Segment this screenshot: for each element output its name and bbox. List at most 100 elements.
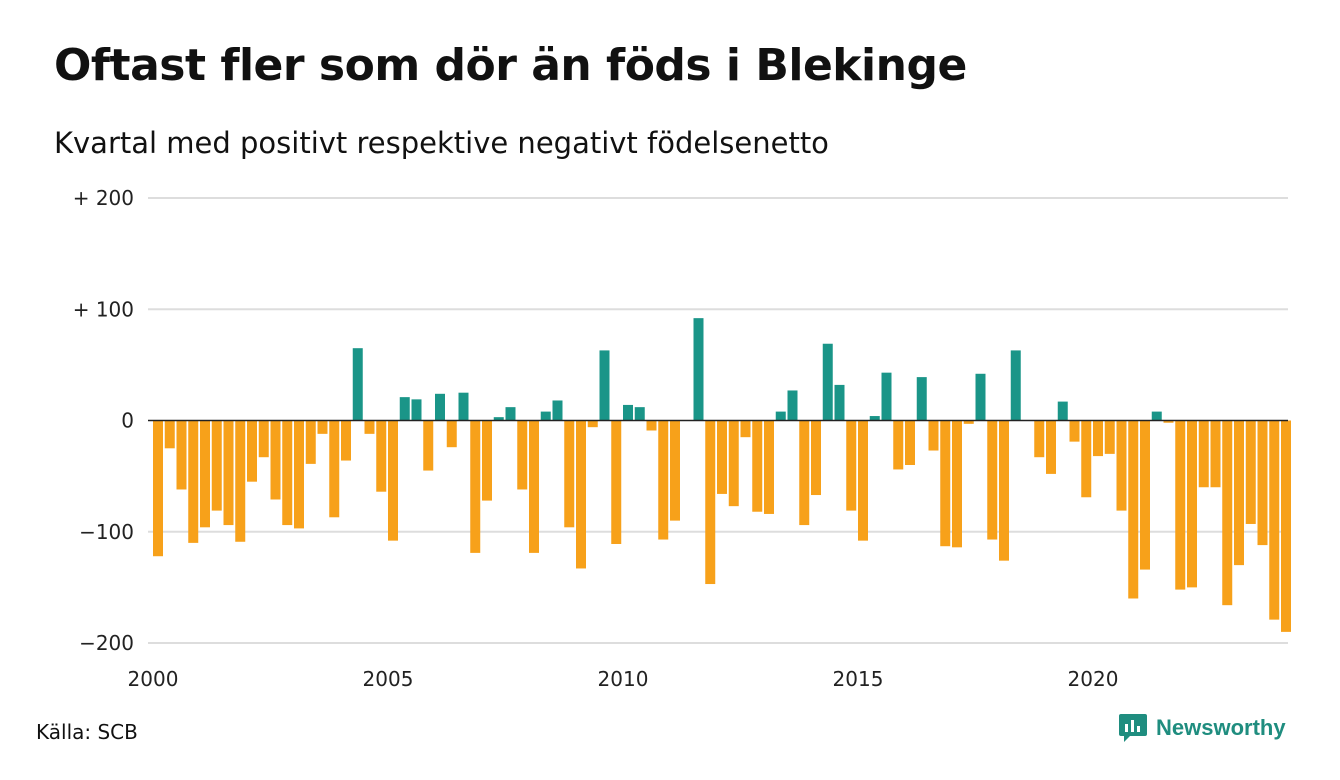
bar-negative <box>1257 420 1268 546</box>
bar-negative <box>799 420 810 526</box>
bar-negative <box>176 420 187 490</box>
bar-negative <box>446 420 457 448</box>
bar-negative <box>305 420 316 464</box>
bar-positive <box>787 390 798 421</box>
bar-positive <box>493 417 504 421</box>
bar-negative <box>717 420 727 494</box>
bar-negative <box>470 420 481 553</box>
bar-negative <box>200 420 210 528</box>
bar-negative <box>1140 420 1150 570</box>
bar-negative <box>364 420 375 434</box>
bar-positive <box>599 350 610 421</box>
bar-negative <box>999 420 1009 561</box>
newsworthy-logo-icon <box>1119 714 1147 742</box>
bar-negative <box>1093 420 1103 457</box>
chart-title: Oftast fler som dör än föds i Blekinge <box>54 40 967 91</box>
bar-negative <box>1081 420 1092 498</box>
bar-negative <box>1222 420 1233 606</box>
bar-negative <box>728 420 739 507</box>
y-tick-label: −100 <box>79 520 134 544</box>
bar-negative <box>235 420 246 542</box>
bar-negative <box>858 420 868 541</box>
bar-negative <box>247 420 257 482</box>
brand-name: Newsworthy <box>1156 715 1286 740</box>
bar-negative <box>564 420 575 528</box>
bar-positive <box>1057 401 1068 421</box>
bar-negative <box>952 420 962 548</box>
bar-negative <box>1198 420 1209 488</box>
bar-negative <box>1163 420 1174 423</box>
bar-negative <box>317 420 328 434</box>
bars <box>153 318 1291 632</box>
x-tick-label: 2000 <box>128 667 179 691</box>
bar-negative <box>1234 420 1244 566</box>
bar-negative <box>1175 420 1186 590</box>
x-tick-label: 2010 <box>598 667 649 691</box>
bar-negative <box>1281 420 1291 632</box>
source-note: Källa: SCB <box>36 720 138 744</box>
bar-negative <box>987 420 998 540</box>
bar-negative <box>646 420 657 431</box>
bar-negative <box>811 420 821 496</box>
bar-positive <box>1151 411 1162 421</box>
bar-positive <box>399 397 410 421</box>
bar-negative <box>376 420 387 492</box>
bar-positive <box>435 393 445 421</box>
bar-positive <box>775 411 786 421</box>
bar-negative <box>1210 420 1221 488</box>
bar-negative <box>1269 420 1280 620</box>
grid-lines <box>148 197 1288 644</box>
bar-negative <box>529 420 539 553</box>
bar-positive <box>834 384 845 421</box>
y-tick-label: + 200 <box>73 186 134 210</box>
bar-negative <box>705 420 716 585</box>
bar-negative <box>846 420 857 511</box>
y-tick-label: 0 <box>121 409 134 433</box>
bar-negative <box>423 420 434 471</box>
brand-logo[interactable]: Newsworthy <box>1118 712 1286 744</box>
bar-negative <box>164 420 175 449</box>
bar-positive <box>975 373 986 421</box>
bar-positive <box>458 392 469 421</box>
bar-positive <box>552 400 563 421</box>
bar-negative <box>153 420 163 557</box>
bar-negative <box>1116 420 1127 511</box>
bar-negative <box>576 420 586 569</box>
bar-negative <box>1034 420 1045 458</box>
bar-negative <box>188 420 199 543</box>
bar-negative <box>893 420 904 470</box>
bar-positive <box>1010 350 1021 421</box>
bar-positive <box>352 348 363 421</box>
bar-negative <box>670 420 680 521</box>
bar-negative <box>341 420 351 461</box>
bar-negative <box>928 420 939 451</box>
bar-negative <box>211 420 222 511</box>
bar-negative <box>270 420 281 500</box>
bar-positive <box>916 377 927 421</box>
bar-negative <box>388 420 398 541</box>
bar-negative <box>1104 420 1115 454</box>
bar-negative <box>963 420 974 424</box>
x-axis: 2000 2005 2010 2015 2020 <box>128 667 1119 691</box>
bar-negative <box>740 420 751 438</box>
bar-negative <box>282 420 293 526</box>
bar-positive <box>869 416 880 421</box>
y-tick-label: −200 <box>79 631 134 655</box>
x-tick-label: 2015 <box>833 667 884 691</box>
bar-negative <box>223 420 234 526</box>
bar-positive <box>693 318 704 421</box>
bar-negative <box>1128 420 1139 599</box>
bar-positive <box>881 372 892 421</box>
bar-negative <box>1046 420 1056 474</box>
bar-negative <box>905 420 915 465</box>
bar-negative <box>752 420 763 512</box>
x-tick-label: 2020 <box>1068 667 1119 691</box>
bar-positive <box>540 411 551 421</box>
bar-negative <box>611 420 622 544</box>
bar-positive <box>822 343 833 421</box>
bar-negative <box>764 420 774 514</box>
bar-negative <box>587 420 598 428</box>
bar-negative <box>1187 420 1197 588</box>
bar-negative <box>517 420 528 490</box>
